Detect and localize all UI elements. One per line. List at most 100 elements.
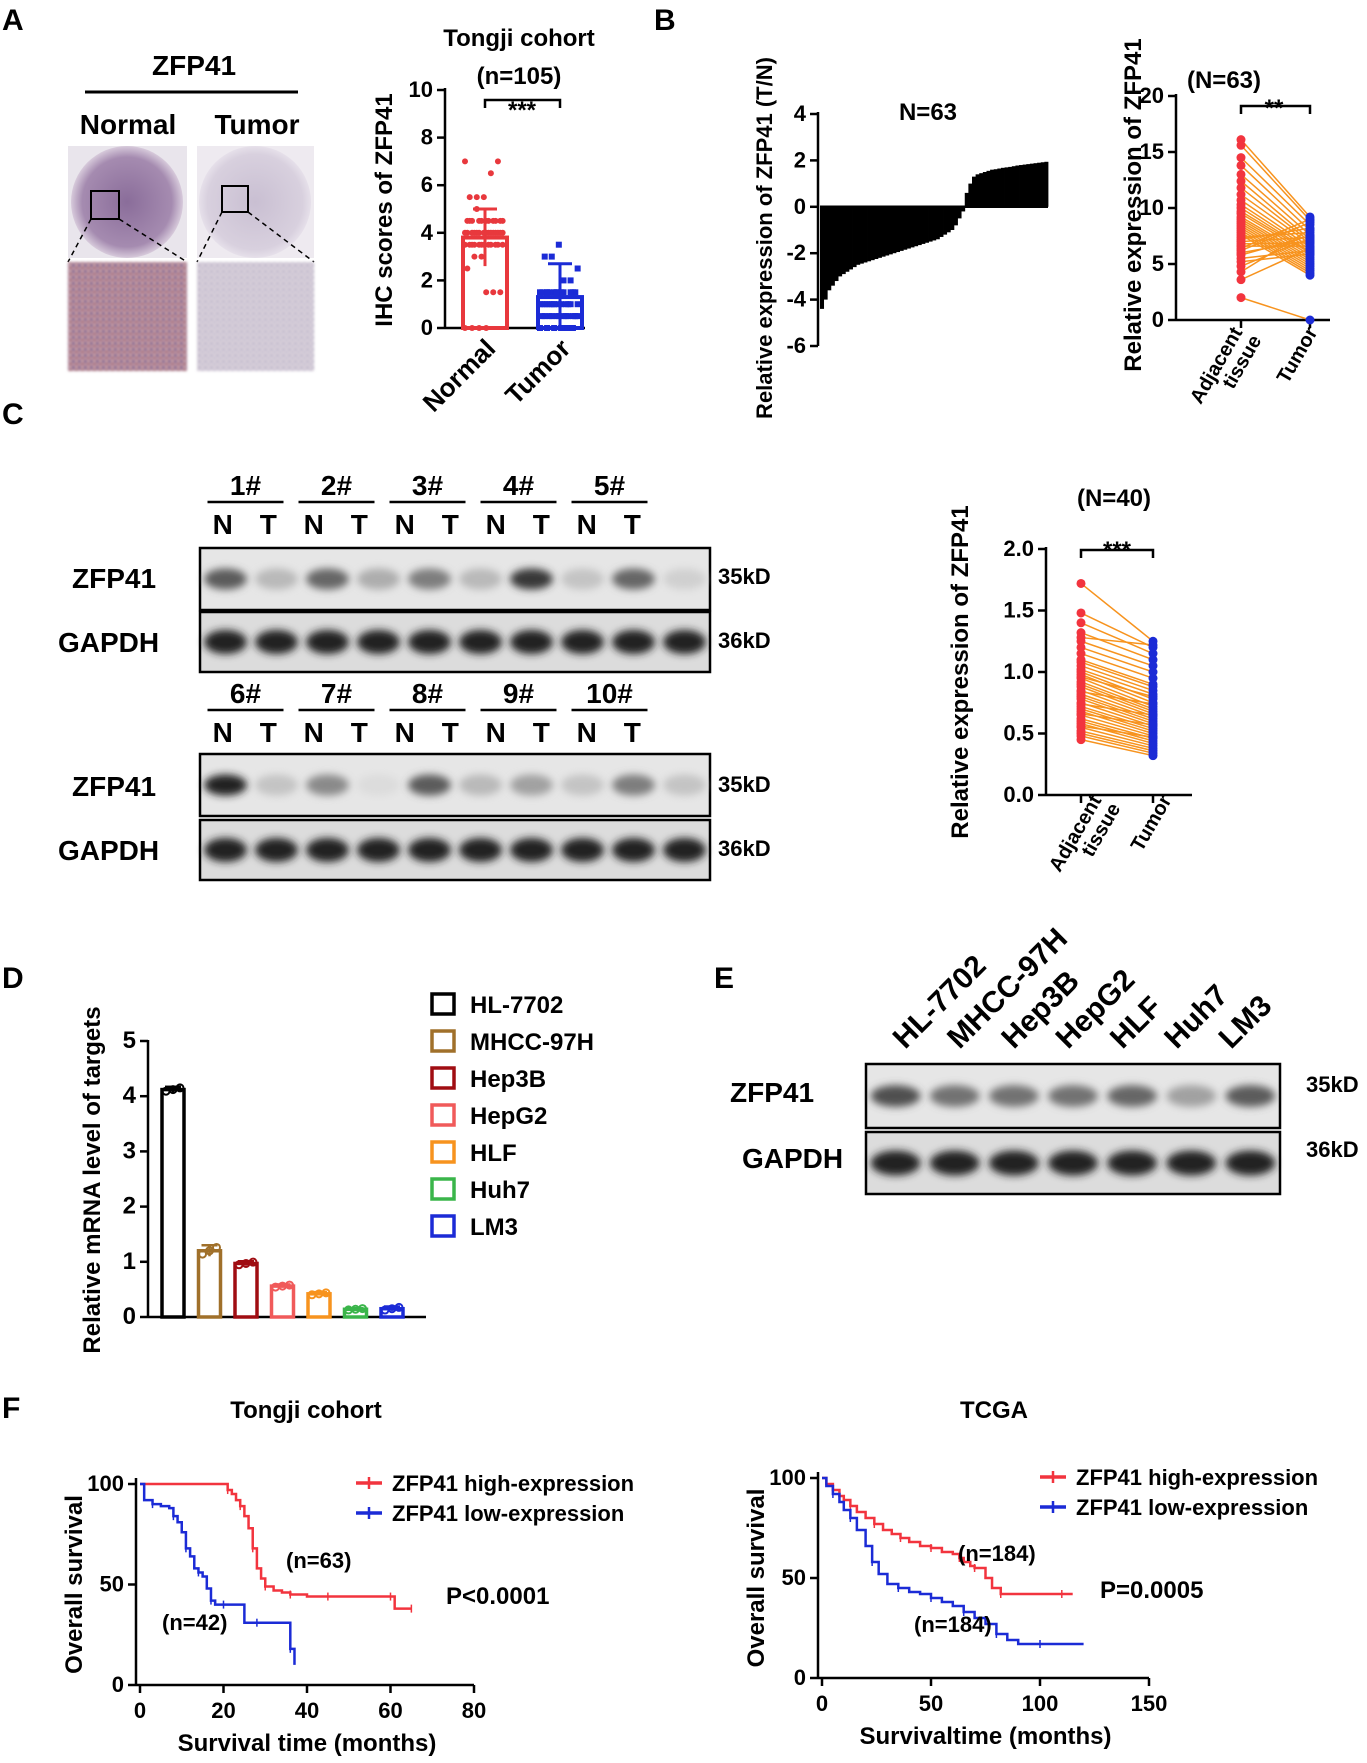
- waterfall-bar: [993, 169, 998, 207]
- blot-c-zfp41-1-band: [408, 568, 451, 590]
- paired-c-pair-line: [1080, 698, 1154, 725]
- paired-c-pair-line: [1080, 646, 1154, 673]
- mrna-legend-swatch: [430, 1029, 456, 1053]
- paired-chart-b: (N=63) ** Adjacent tissue Tumor 05101520…: [1120, 38, 1330, 408]
- paired-c-tumor-point: [1148, 667, 1158, 677]
- paired-c-pair-line: [1080, 668, 1154, 695]
- ihc-point: [553, 289, 560, 296]
- waterfall-bar: [968, 183, 973, 207]
- ihc-y-tick-label: 10: [409, 77, 433, 102]
- mrna-legend-label: MHCC-97H: [470, 1029, 594, 1056]
- waterfall-bar: [838, 206, 843, 277]
- paired-b-pair-line: [1240, 247, 1311, 281]
- blot-c-kd-3: 35kD: [718, 772, 771, 797]
- blot-c-row1-lane-n: N: [213, 509, 233, 540]
- paired-b-pair-line: [1240, 237, 1311, 267]
- blot-c-gapdh-2-band: [408, 838, 451, 862]
- western-blot-e: ZFP41 GAPDH 35kD 36kD HL-7702MHCC-97HHep…: [730, 922, 1359, 1196]
- ihc-point: [551, 325, 558, 331]
- km-tcga-x-tick-label: 150: [1131, 1691, 1168, 1716]
- paired-b-pair-line: [1240, 249, 1311, 260]
- waterfall-y-tick-label: -4: [786, 287, 806, 312]
- paired-c-tumor-point: [1148, 673, 1158, 683]
- waterfall-bar: [986, 170, 991, 207]
- mrna-legend-label: Hep3B: [470, 1066, 546, 1093]
- mrna-point: [358, 1304, 367, 1314]
- waterfall-bar: [964, 192, 969, 207]
- blot-c-gapdh-1-band: [612, 630, 655, 654]
- paired-b-significance: **: [1265, 95, 1284, 122]
- paired-c-adjacent-point: [1076, 687, 1086, 697]
- mrna-y-tick-label: 0: [123, 1303, 136, 1330]
- waterfall-bar: [1015, 165, 1020, 207]
- blot-c-gapdh-2-band: [561, 838, 604, 862]
- blot-c-kd-2: 36kD: [718, 628, 771, 653]
- waterfall-bar: [867, 206, 872, 262]
- ihc-point: [567, 277, 574, 284]
- ihc-point: [537, 301, 543, 308]
- blot-c-zfp41-2-band: [663, 774, 706, 796]
- ihc-point: [492, 217, 499, 224]
- km-tongji-x-label: Survival time (months): [178, 1730, 437, 1757]
- paired-b-adjacent-point: [1236, 176, 1246, 186]
- paired-c-tumor-point: [1148, 751, 1158, 761]
- km-tongji-n-label: (n=63): [286, 1548, 351, 1573]
- blot-c-row2-sample-number: 6#: [230, 678, 262, 709]
- waterfall-chart: N=63 -6 -4 -2 0 2 4 Relative expression of ZFP…: [752, 57, 1049, 419]
- blot-c-gapdh-1-band: [204, 630, 247, 654]
- blot-c-loading-label-1: GAPDH: [58, 627, 159, 658]
- blot-c-protein-label-2: ZFP41: [72, 771, 156, 802]
- paired-b-adjacent-point: [1236, 169, 1246, 179]
- paired-c-pair-line: [1080, 661, 1154, 688]
- waterfall-bar: [1000, 167, 1005, 207]
- panel-label-f: F: [2, 1392, 20, 1425]
- blot-c-zfp41-1-band: [357, 568, 400, 590]
- ihc-y-tick-label: 4: [421, 220, 434, 245]
- waterfall-bar: [830, 206, 835, 286]
- ihc-point: [497, 217, 504, 224]
- paired-b-adjacent-point: [1236, 140, 1246, 150]
- waterfall-bar: [935, 206, 940, 240]
- blot-c-row2-lane-t: T: [442, 717, 459, 748]
- paired-c-pair-line: [1080, 722, 1154, 745]
- km-tongji-legend-label: ZFP41 high-expression: [392, 1471, 634, 1496]
- waterfall-bar: [820, 206, 825, 309]
- mrna-y-tick-label: 5: [123, 1027, 136, 1054]
- km-tongji-x-tick-label: 80: [462, 1698, 486, 1723]
- paired-c-adjacent-point: [1076, 699, 1086, 709]
- paired-b-y-tick-label: 0: [1152, 307, 1164, 332]
- ihc-title: ZFP41: [152, 50, 236, 81]
- blot-c-row1-lane-n: N: [304, 509, 324, 540]
- blot-c-row1-sample-number: 3#: [412, 470, 444, 501]
- waterfall-bar: [910, 206, 915, 248]
- waterfall-bar: [859, 206, 864, 264]
- panel-label-e: E: [714, 962, 734, 995]
- paired-c-pair-line: [1080, 732, 1154, 752]
- paired-c-pair-line: [1080, 640, 1154, 667]
- km-tongji-title: Tongji cohort: [230, 1397, 382, 1424]
- ihc-point: [464, 217, 471, 224]
- paired-b-pair-line: [1240, 296, 1311, 321]
- blot-e-zfp41-band: [1225, 1085, 1276, 1107]
- paired-b-pair-line: [1240, 139, 1311, 218]
- blot-c-gapdh-2-band: [510, 838, 553, 862]
- blot-c-gapdh-1-band: [357, 630, 400, 654]
- blot-c-zfp41-2-band: [561, 774, 604, 796]
- waterfall-bar: [1037, 162, 1042, 207]
- paired-c-adjacent-point: [1076, 578, 1086, 588]
- ihc-point: [476, 217, 483, 224]
- blot-c-row2-lane-t: T: [260, 717, 277, 748]
- blot-c-gapdh-2-band: [255, 838, 298, 862]
- waterfall-bar: [906, 206, 911, 249]
- mrna-point: [205, 1246, 214, 1256]
- ihc-point: [553, 313, 560, 320]
- blot-c-gapdh-1-band: [561, 630, 604, 654]
- waterfall-bar: [1033, 163, 1038, 207]
- paired-c-adjacent-point: [1076, 672, 1086, 682]
- km-tcga-p-value: P=0.0005: [1100, 1577, 1203, 1604]
- waterfall-bar: [1026, 164, 1031, 207]
- blot-e-zfp41-band: [870, 1085, 921, 1107]
- ihc-point: [499, 241, 506, 248]
- waterfall-bar: [943, 206, 948, 235]
- paired-c-pair-line: [1080, 690, 1154, 705]
